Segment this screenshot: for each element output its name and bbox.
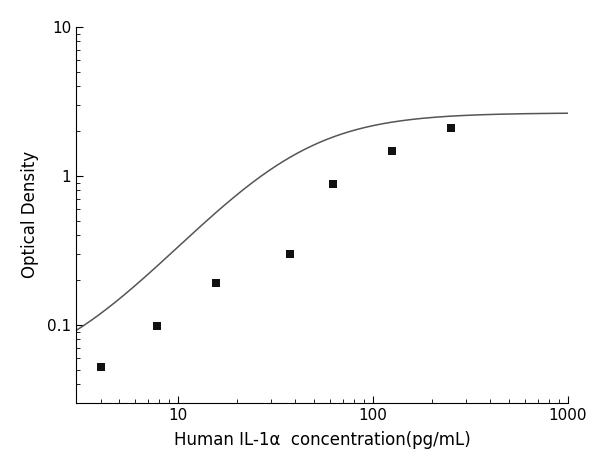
Point	[95, 364, 105, 371]
Point	[211, 280, 221, 287]
Point	[387, 147, 397, 154]
X-axis label: Human IL-1α  concentration(pg/mL): Human IL-1α concentration(pg/mL)	[174, 431, 471, 449]
Point	[152, 322, 162, 329]
Point	[285, 250, 295, 258]
Point	[328, 180, 338, 188]
Y-axis label: Optical Density: Optical Density	[21, 151, 39, 278]
Point	[446, 124, 455, 132]
